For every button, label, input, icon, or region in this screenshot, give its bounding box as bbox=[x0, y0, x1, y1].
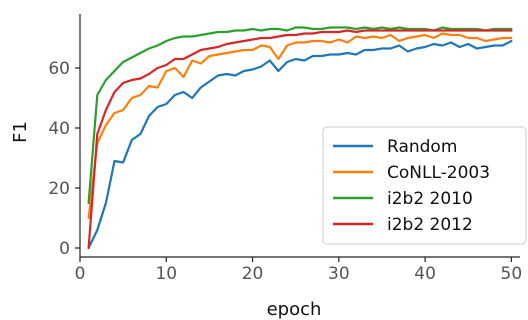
series-line-random bbox=[87, 39, 513, 250]
x-tick-label: 10 bbox=[155, 264, 177, 284]
ticks: 0 10 20 30 40 50 0 20 40 60 bbox=[48, 59, 522, 284]
x-tick-label: 40 bbox=[414, 264, 436, 284]
y-tick-label: 40 bbox=[48, 119, 70, 139]
y-tick-label: 20 bbox=[48, 179, 70, 199]
y-tick-label: 0 bbox=[59, 239, 70, 259]
axes bbox=[79, 14, 520, 258]
x-tick-label: 50 bbox=[501, 264, 523, 284]
legend-box bbox=[322, 126, 527, 245]
legend-label: Random bbox=[387, 137, 457, 157]
legend: Random CoNLL-2003 i2b2 2010 i2b2 2012 bbox=[322, 126, 527, 245]
x-axis-title: epoch bbox=[267, 299, 322, 320]
legend-label: i2b2 2010 bbox=[387, 189, 473, 209]
y-tick-label: 60 bbox=[48, 59, 70, 79]
series-line-i2b2-2012 bbox=[87, 29, 513, 250]
legend-label: i2b2 2012 bbox=[387, 215, 473, 235]
series-line-conll-2003 bbox=[87, 32, 513, 220]
x-tick-label: 0 bbox=[75, 264, 86, 284]
series-lines bbox=[87, 26, 513, 250]
y-axis-title: F1 bbox=[10, 121, 31, 143]
x-tick-label: 20 bbox=[242, 264, 264, 284]
legend-label: CoNLL-2003 bbox=[387, 163, 490, 183]
series-line-i2b2-2010 bbox=[87, 26, 513, 205]
x-tick-label: 30 bbox=[328, 264, 350, 284]
